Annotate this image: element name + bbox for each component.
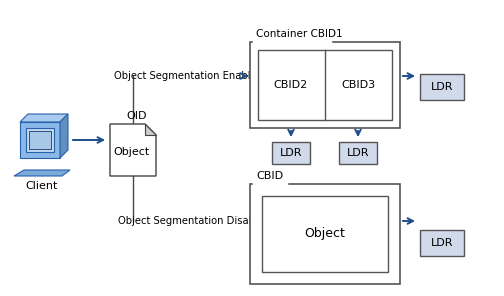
Text: LDR: LDR [347,148,369,158]
Text: CBID2: CBID2 [274,80,308,90]
Text: Object: Object [113,147,149,157]
Polygon shape [20,122,60,158]
Polygon shape [20,114,68,122]
Bar [250,42,400,128]
Text: Object Segmentation Enabled: Object Segmentation Enabled [114,71,264,81]
Text: LDR: LDR [431,238,453,248]
Polygon shape [145,124,156,135]
Bar [420,74,464,100]
Text: Client: Client [26,181,58,191]
Bar [420,230,464,256]
Text: LDR: LDR [431,82,453,92]
Bar [250,184,400,284]
Bar [258,50,392,120]
Polygon shape [14,170,70,176]
Polygon shape [29,131,51,149]
Text: Container CBID1: Container CBID1 [256,29,343,39]
Text: LDR: LDR [280,148,302,158]
Text: Object Segmentation Disabled: Object Segmentation Disabled [118,216,270,226]
Polygon shape [110,124,156,176]
Text: OID: OID [127,111,147,121]
Text: CBID3: CBID3 [341,80,375,90]
Bar [272,142,310,164]
Bar [339,142,377,164]
Polygon shape [60,114,68,158]
Text: CBID: CBID [256,171,283,181]
Bar [262,196,388,272]
Polygon shape [26,128,54,152]
Text: Object: Object [304,228,345,240]
